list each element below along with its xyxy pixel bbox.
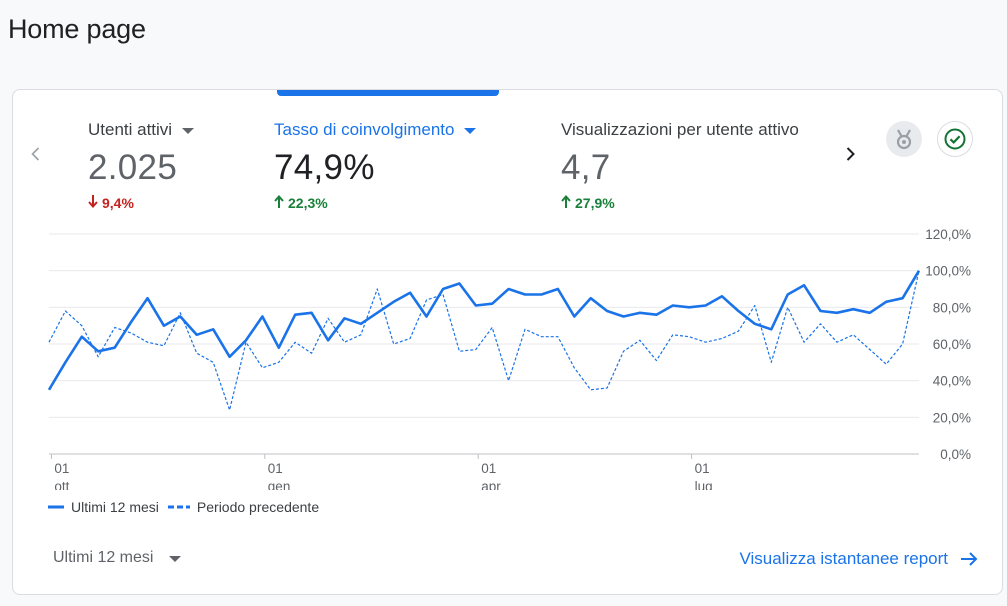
y-tick-label: 100,0% (925, 264, 971, 279)
check-circle-icon (944, 128, 966, 150)
legend-label: Ultimi 12 mesi (71, 499, 159, 515)
metric-value: 2.025 (88, 148, 178, 187)
view-report-snapshot-link[interactable]: Visualizza istantanee report (739, 549, 978, 569)
y-tick-label: 120,0% (925, 227, 971, 242)
metric-label-text: Utenti attivi (88, 120, 173, 139)
selected-tab-indicator (277, 90, 499, 96)
arrow-up-icon (561, 194, 571, 211)
caret-down-icon[interactable] (182, 128, 195, 134)
engagement-chart: 0,0% 20,0% 40,0% 60,0% 80,0% 100,0% 120,0% 01 o… (47, 227, 971, 490)
x-tick-day: 01 (54, 461, 69, 476)
metric-engagement-rate[interactable]: Tasso di coinvolgimento 74,9% 22,3% (274, 120, 477, 211)
legend-label: Periodo precedente (196, 499, 320, 515)
arrow-right-icon (960, 551, 978, 567)
metric-delta-text: 27,9% (575, 195, 615, 211)
previous-metrics-button[interactable] (22, 140, 50, 168)
metric-delta: 27,9% (561, 194, 799, 211)
metric-delta-text: 9,4% (102, 195, 134, 211)
series-line-previous-period (48, 270, 920, 411)
x-tick-month: lug (695, 479, 713, 490)
metric-label[interactable]: Utenti attivi (88, 120, 195, 140)
metric-views-per-user[interactable]: Visualizzazioni per utente attivo 4,7 27… (561, 120, 799, 211)
overview-card: Utenti attivi 2.025 9,4% Tasso di coinvo… (12, 89, 1003, 595)
next-metrics-button[interactable] (836, 140, 864, 168)
award-badge[interactable] (886, 121, 922, 157)
y-tick-label: 0,0% (940, 447, 971, 462)
chart-grid (49, 233, 919, 455)
arrow-down-icon (88, 195, 98, 211)
x-axis-ticks: 01 ott 01 gen 01 apr 01 lug (50, 454, 713, 490)
metric-delta-text: 22,3% (288, 195, 328, 211)
chart-legend: Ultimi 12 mesi Periodo precedente (48, 499, 328, 515)
check-status-badge[interactable] (937, 121, 973, 157)
report-link-label: Visualizza istantanee report (739, 549, 948, 568)
page-title: Home page (8, 14, 146, 44)
metric-value: 74,9% (274, 148, 375, 187)
date-range-dropdown[interactable]: Ultimi 12 mesi (53, 549, 182, 567)
solid-line-swatch (48, 505, 64, 509)
award-icon (896, 129, 912, 150)
x-tick-day: 01 (481, 461, 496, 476)
y-tick-label: 80,0% (933, 300, 971, 315)
y-tick-label: 20,0% (933, 410, 971, 425)
y-axis-ticks: 0,0% 20,0% 40,0% 60,0% 80,0% 100,0% 120,0% (925, 227, 971, 462)
card-footer: Ultimi 12 mesi Visualizza istantanee rep… (13, 545, 1002, 585)
chevron-right-icon (846, 147, 855, 161)
x-tick-month: gen (268, 479, 291, 490)
metric-label[interactable]: Visualizzazioni per utente attivo (561, 120, 799, 140)
metric-active-users[interactable]: Utenti attivi 2.025 9,4% (88, 120, 195, 211)
date-range-label: Ultimi 12 mesi (53, 549, 154, 566)
caret-down-icon[interactable] (464, 128, 477, 134)
metric-delta: 22,3% (274, 194, 476, 211)
x-tick-day: 01 (268, 461, 283, 476)
metric-label[interactable]: Tasso di coinvolgimento (274, 120, 477, 140)
series-line-last-12-months (47, 270, 921, 391)
arrow-up-icon (274, 194, 284, 211)
metric-delta: 9,4% (88, 195, 194, 211)
chart-series (47, 270, 921, 411)
dashed-line-swatch (167, 505, 190, 509)
metric-label-text: Visualizzazioni per utente attivo (561, 120, 799, 139)
metric-label-text: Tasso di coinvolgimento (274, 120, 455, 139)
y-tick-label: 60,0% (933, 337, 971, 352)
y-tick-label: 40,0% (933, 374, 971, 389)
metric-value: 4,7 (561, 148, 611, 187)
chevron-left-icon (31, 147, 40, 161)
x-tick-day: 01 (695, 461, 710, 476)
x-tick-month: ott (54, 479, 69, 490)
legend-item-previous[interactable]: Periodo precedente (167, 499, 320, 515)
x-tick-month: apr (481, 479, 501, 490)
legend-item-current[interactable]: Ultimi 12 mesi (48, 499, 159, 515)
caret-down-icon (169, 556, 182, 562)
